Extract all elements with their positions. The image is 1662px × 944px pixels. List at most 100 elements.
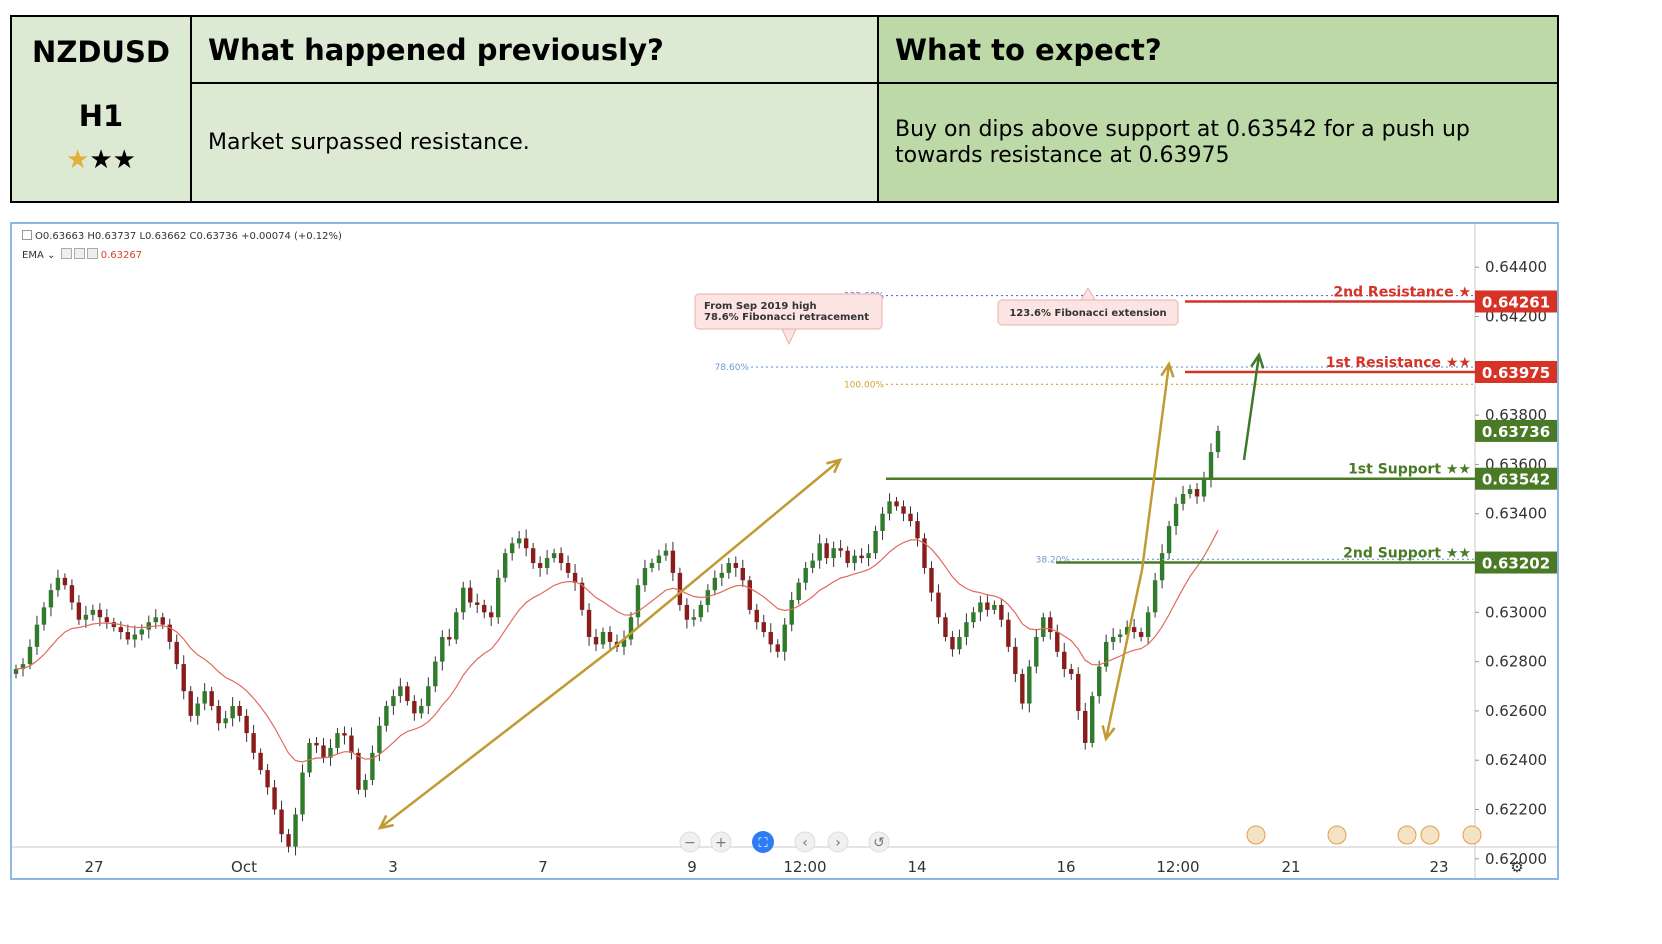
- candle-body: [167, 624, 172, 642]
- candle-body: [838, 548, 843, 551]
- candle-body: [649, 563, 655, 568]
- candle-body: [747, 580, 752, 610]
- candle-body: [817, 543, 822, 561]
- candle-body: [83, 614, 89, 620]
- candle-body: [125, 632, 131, 640]
- zoom-out-button[interactable]: [679, 831, 701, 853]
- economic-event-flag-icon[interactable]: [1420, 825, 1440, 845]
- x-tick-label: Oct: [231, 858, 257, 876]
- candle-body: [852, 555, 857, 564]
- trend-arrow: [1140, 363, 1171, 571]
- candle-body: [1201, 479, 1207, 497]
- candle-body: [796, 582, 801, 600]
- candle-body: [55, 577, 61, 591]
- annotation-text: From Sep 2019 high: [704, 301, 817, 312]
- scroll-left-button[interactable]: [794, 831, 816, 853]
- trend-arrow: [611, 459, 841, 650]
- economic-event-flag-icon[interactable]: [1327, 825, 1347, 845]
- candle-body: [454, 612, 459, 640]
- price-chart[interactable]: 0.64400 0.64200 0.63800 0.63600 0.63400 0.630…: [10, 222, 1559, 880]
- last-price-label: 0.63736: [1482, 423, 1550, 441]
- candle-body: [880, 513, 885, 531]
- candle-body: [1076, 673, 1081, 711]
- candle-body: [936, 592, 941, 618]
- candle-body: [922, 538, 927, 568]
- candle-body: [824, 543, 829, 559]
- previous-text: Market surpassed resistance.: [208, 129, 530, 155]
- candle-body: [740, 567, 745, 581]
- economic-event-flag-icon[interactable]: [1397, 825, 1417, 845]
- candle-body: [915, 521, 920, 539]
- candle-body: [985, 602, 990, 610]
- scroll-right-icon: ›: [835, 835, 841, 851]
- x-tick-label: 3: [388, 858, 398, 876]
- candle-body: [111, 622, 117, 628]
- candle-body: [873, 530, 878, 554]
- candle-body: [726, 563, 732, 573]
- level-price-label: 0.64261: [1482, 293, 1550, 311]
- settings-icon[interactable]: [73, 248, 85, 259]
- level-price-label: 0.63202: [1482, 555, 1550, 573]
- scroll-right-button[interactable]: [827, 831, 849, 853]
- candle-body: [537, 563, 543, 568]
- candle-body: [1041, 617, 1046, 637]
- level-price-label: 0.63542: [1482, 471, 1550, 489]
- candle-body: [97, 609, 103, 618]
- annotation-pointer: [1080, 287, 1096, 301]
- candle-body: [789, 599, 794, 625]
- ema-label[interactable]: EMA ⌄: [22, 250, 56, 261]
- candle-body: [684, 604, 690, 620]
- fullscreen-button[interactable]: [752, 831, 774, 853]
- candle-body: [251, 733, 256, 753]
- collapse-icon[interactable]: [22, 230, 32, 240]
- x-tick-label: 9: [687, 858, 697, 876]
- trend-arrow-head: [1160, 361, 1175, 378]
- candle-body: [761, 622, 766, 633]
- candle-body: [775, 644, 780, 652]
- ema-line: [15, 530, 1219, 763]
- candle-body: [677, 572, 683, 605]
- chart-canvas[interactable]: 0.644000.642000.638000.636000.634000.630…: [12, 224, 1557, 878]
- zoom-out-icon: −: [684, 835, 696, 851]
- candle-body: [663, 550, 669, 556]
- candle-body: [600, 632, 606, 645]
- candle-body: [349, 735, 354, 753]
- candle-body: [1194, 489, 1200, 497]
- candle-body: [384, 705, 389, 726]
- projection-arrow-head: [1250, 352, 1265, 369]
- candle-body: [859, 555, 864, 559]
- reset-chart-button[interactable]: [868, 831, 890, 853]
- candle-body: [314, 742, 319, 746]
- candle-body: [1069, 669, 1074, 674]
- candle-body: [1173, 503, 1179, 527]
- trend-arrow-head: [377, 814, 394, 830]
- candle-body: [146, 622, 151, 630]
- eye-icon[interactable]: [60, 248, 72, 259]
- economic-event-flag-icon[interactable]: [1246, 825, 1266, 845]
- level-name: 2nd Support ★★: [1343, 546, 1471, 562]
- candle-body: [733, 563, 739, 568]
- candle-body: [943, 617, 948, 637]
- level-price-label: 0.63975: [1482, 364, 1550, 382]
- candle-body: [279, 809, 284, 835]
- economic-event-flag-icon[interactable]: [1462, 825, 1482, 845]
- candle-body: [978, 602, 983, 613]
- trend-arrow-head: [826, 458, 843, 474]
- candle-body: [433, 661, 438, 687]
- level-name: 2nd Resistance ★: [1333, 284, 1471, 300]
- candle-body: [803, 567, 808, 583]
- candle-body: [90, 609, 96, 615]
- candle-body: [139, 629, 144, 635]
- candle-body: [1110, 636, 1116, 642]
- candle-body: [342, 733, 347, 736]
- level-price-box: [1475, 551, 1557, 574]
- candle-body: [957, 636, 962, 650]
- close-icon[interactable]: [86, 248, 98, 259]
- zoom-in-button[interactable]: [710, 831, 732, 853]
- pair-column: NZDUSD H1 ★★★: [12, 17, 192, 201]
- previous-heading: What happened previously?: [192, 17, 877, 84]
- candle-body: [831, 548, 836, 559]
- candle-body: [419, 705, 424, 714]
- candle-body: [20, 664, 26, 670]
- candle-body: [1062, 651, 1067, 670]
